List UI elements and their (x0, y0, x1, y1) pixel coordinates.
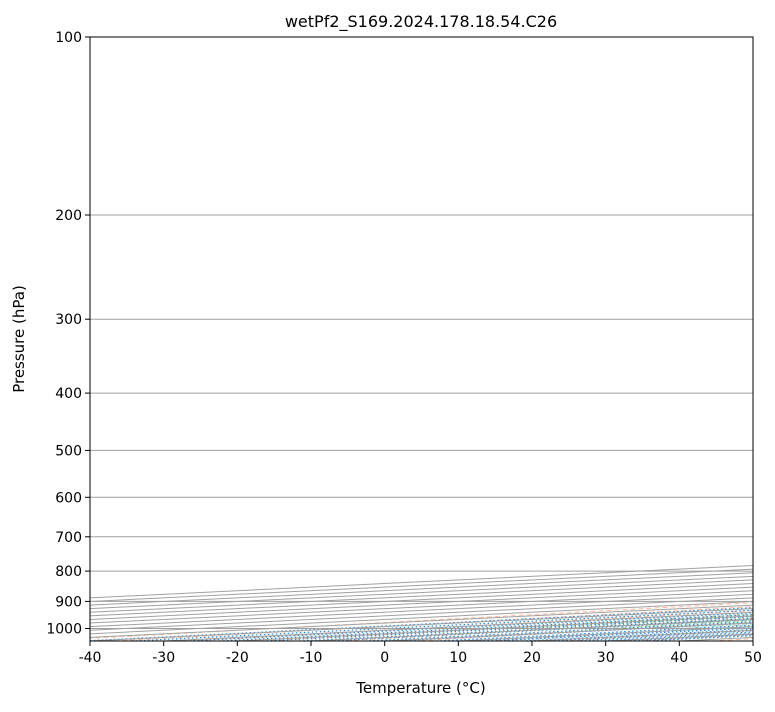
x-tick-label: 30 (597, 650, 615, 666)
x-tick-label: -40 (79, 650, 102, 666)
y-tick-label: 700 (55, 530, 82, 546)
x-tick-label: -10 (300, 650, 323, 666)
y-tick-label: 800 (55, 564, 82, 580)
y-tick-label: 500 (55, 443, 82, 459)
y-tick-label: 200 (55, 208, 82, 224)
chart-title: wetPf2_S169.2024.178.18.54.C26 (285, 12, 557, 32)
y-tick-label: 900 (55, 594, 82, 610)
y-tick-label: 1000 (46, 622, 82, 638)
x-tick-label: 50 (744, 650, 762, 666)
x-tick-label: -20 (226, 650, 249, 666)
y-tick-label: 400 (55, 386, 82, 402)
x-tick-label: 40 (670, 650, 688, 666)
y-axis-title: Pressure (hPa) (10, 285, 28, 393)
y-tick-label: 300 (55, 312, 82, 328)
x-tick-label: 20 (523, 650, 541, 666)
x-axis-title: Temperature (°C) (355, 679, 485, 697)
y-tick-label: 600 (55, 490, 82, 506)
x-tick-label: -30 (152, 650, 175, 666)
x-tick-label: 10 (449, 650, 467, 666)
y-tick-label: 100 (55, 30, 82, 46)
x-tick-label: 0 (380, 650, 389, 666)
